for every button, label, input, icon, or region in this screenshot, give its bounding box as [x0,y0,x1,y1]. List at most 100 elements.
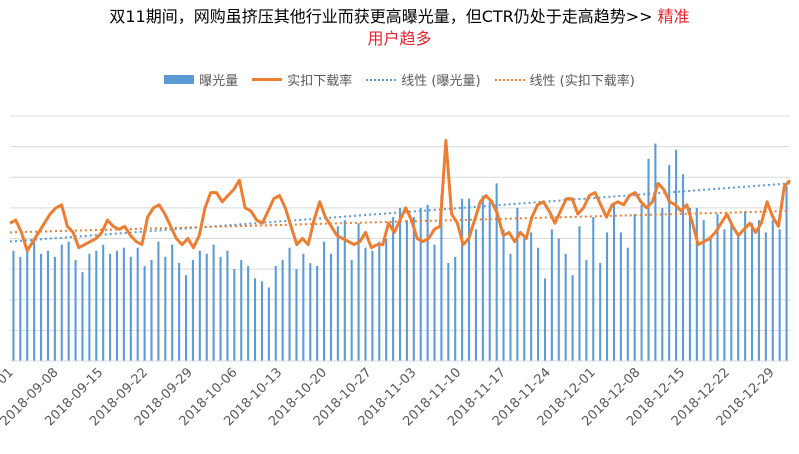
impressions-bar [447,263,450,361]
impressions-bar [323,241,326,361]
impressions-bar [612,204,616,361]
impressions-bar [205,253,208,361]
legend-swatch-trend-impressions [366,78,397,81]
impressions-bar [392,217,395,361]
impressions-bar [164,256,167,361]
impressions-bar [709,238,712,361]
impressions-bar [233,269,236,361]
impressions-bar [433,244,436,361]
impressions-bar [543,278,546,361]
impressions-bar [585,259,588,361]
impressions-bar [316,266,319,361]
chart-legend: 曝光量 实扣下载率 线性 (曝光量) 线性 (实扣下载率) [0,70,799,89]
impressions-bar [95,250,98,361]
impressions-bar [702,220,705,361]
impressions-bar [12,250,15,361]
impressions-bar [509,253,512,361]
impressions-bar [619,232,622,361]
impressions-bar [88,253,91,361]
impressions-bar [405,220,408,361]
impressions-bar [295,269,298,361]
impressions-trendline [9,182,791,243]
impressions-bar [716,214,719,361]
impressions-bar [53,256,56,361]
title-accent: 精准 [657,7,690,26]
impressions-bar [191,259,194,361]
impressions-bar [751,223,754,361]
impressions-bar [412,217,415,361]
impressions-bar [723,229,726,361]
impressions-bar [102,244,105,361]
impressions-bar [592,217,595,361]
download-rate-line [9,139,792,253]
impressions-bar [157,241,160,361]
legend-swatch-impressions [164,75,195,84]
impressions-bar [122,247,125,361]
impressions-bar [771,220,774,361]
impressions-bar [516,207,519,361]
impressions-bar [309,263,312,361]
legend-label-download-rate: 实扣下载率 [287,74,353,89]
impressions-bar [378,241,381,361]
impressions-bar [26,247,29,361]
impressions-bar [426,204,429,361]
impressions-bar [247,266,250,361]
legend-item-download-rate[interactable]: 实扣下载率 [252,70,352,89]
impressions-bar [474,229,477,361]
legend-item-impressions[interactable]: 曝光量 [164,70,238,89]
impressions-bar [260,281,263,361]
title-line2: 用户趋多 [367,29,432,48]
impressions-bar [599,263,602,361]
impressions-bar [730,223,733,361]
impressions-bar [46,250,49,361]
impressions-bar [115,250,119,361]
impressions-bar [578,226,581,361]
impressions-bar [467,198,471,361]
impressions-bar [626,247,629,361]
impressions-bar [557,238,560,361]
impressions-bar [302,253,305,361]
impressions-bar [757,220,760,361]
impressions-bar [212,244,215,361]
impressions-bar [254,278,257,361]
impressions-bar [281,259,284,361]
impressions-bar [571,275,574,361]
legend-item-trend-download-rate[interactable]: 线性 (实扣下载率) [494,70,635,89]
impressions-bar [550,229,553,361]
impressions-bar [240,259,243,361]
impressions-bar [385,238,388,361]
impressions-bar [668,165,671,361]
impressions-bar [785,186,788,361]
impressions-bar [364,247,367,361]
impressions-bar [288,247,291,361]
impressions-bar [343,220,346,361]
impressions-bar [633,214,636,361]
impressions-bar [109,253,112,361]
impressions-bar [606,232,609,361]
impressions-bar [219,256,222,361]
legend-label-trend-download-rate: 线性 (实扣下载率) [529,74,635,89]
title-part1: 双11期间，网购虽挤压其他行业而获更高曝光量，但CTR仍处于走高趋势>> [109,7,658,26]
impressions-bar [564,253,567,361]
impressions-bar [537,247,540,361]
impressions-bar [530,232,533,361]
impressions-bar [481,195,484,361]
impressions-bar [350,259,353,361]
impressions-bar [654,143,657,361]
impressions-bar [357,223,360,361]
impressions-bar [81,272,84,361]
impressions-bar [336,226,339,361]
impressions-bar [198,250,201,361]
legend-item-trend-impressions[interactable]: 线性 (曝光量) [366,70,481,89]
legend-swatch-download-rate [252,78,283,81]
impressions-bar [371,250,374,361]
impressions-bar [454,256,457,361]
impressions-bar [495,183,498,361]
impressions-bar [143,266,146,361]
impressions-bar [661,207,664,361]
impressions-bar [744,210,747,361]
impressions-bar [502,229,505,361]
impressions-bar [171,244,174,361]
impressions-bar [19,256,22,361]
impressions-bar [184,275,188,361]
